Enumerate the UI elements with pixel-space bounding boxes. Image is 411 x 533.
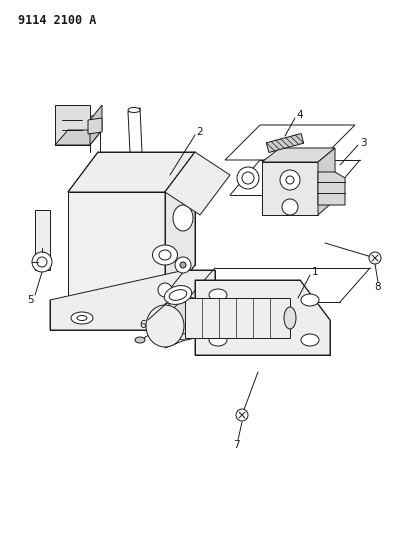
Text: 6: 6 (140, 320, 146, 330)
Ellipse shape (77, 316, 87, 320)
Circle shape (37, 257, 47, 267)
Polygon shape (225, 125, 355, 160)
Ellipse shape (152, 245, 178, 265)
Polygon shape (68, 152, 195, 192)
Text: 9114 2100 A: 9114 2100 A (18, 14, 96, 27)
Polygon shape (195, 280, 330, 355)
Ellipse shape (135, 337, 145, 343)
Polygon shape (165, 152, 195, 305)
Circle shape (175, 257, 191, 273)
Text: 3: 3 (360, 138, 366, 148)
Text: 4: 4 (297, 110, 303, 120)
Polygon shape (165, 152, 230, 215)
Polygon shape (35, 210, 50, 270)
Text: 5: 5 (27, 295, 33, 305)
Ellipse shape (284, 307, 296, 329)
Polygon shape (185, 298, 290, 338)
Ellipse shape (146, 305, 184, 347)
Polygon shape (262, 162, 318, 215)
Ellipse shape (165, 296, 205, 340)
Ellipse shape (242, 172, 254, 184)
Polygon shape (318, 172, 345, 205)
Ellipse shape (90, 116, 100, 120)
Polygon shape (55, 105, 90, 145)
Polygon shape (318, 148, 335, 215)
Ellipse shape (159, 250, 171, 260)
Ellipse shape (128, 108, 140, 112)
Polygon shape (68, 192, 165, 305)
Circle shape (158, 283, 172, 297)
Polygon shape (88, 118, 102, 134)
Text: 1: 1 (312, 267, 318, 277)
Ellipse shape (171, 302, 199, 334)
Circle shape (369, 252, 381, 264)
Text: 2: 2 (197, 127, 203, 137)
Circle shape (282, 199, 298, 215)
Circle shape (280, 170, 300, 190)
Polygon shape (90, 105, 102, 145)
Ellipse shape (70, 184, 170, 292)
Circle shape (32, 252, 52, 272)
Ellipse shape (301, 334, 319, 346)
Ellipse shape (173, 205, 193, 231)
Circle shape (286, 176, 294, 184)
Ellipse shape (237, 167, 259, 189)
Ellipse shape (209, 289, 227, 301)
Polygon shape (55, 130, 102, 145)
Ellipse shape (164, 286, 192, 304)
Circle shape (236, 409, 248, 421)
Ellipse shape (71, 312, 93, 324)
Ellipse shape (209, 334, 227, 346)
Circle shape (180, 262, 186, 268)
Ellipse shape (169, 289, 187, 301)
Ellipse shape (173, 297, 183, 303)
Text: 8: 8 (375, 282, 381, 292)
Polygon shape (266, 133, 304, 152)
Polygon shape (262, 148, 335, 162)
Ellipse shape (167, 294, 189, 306)
Text: 7: 7 (233, 440, 239, 450)
Polygon shape (50, 270, 215, 330)
Ellipse shape (301, 294, 319, 306)
